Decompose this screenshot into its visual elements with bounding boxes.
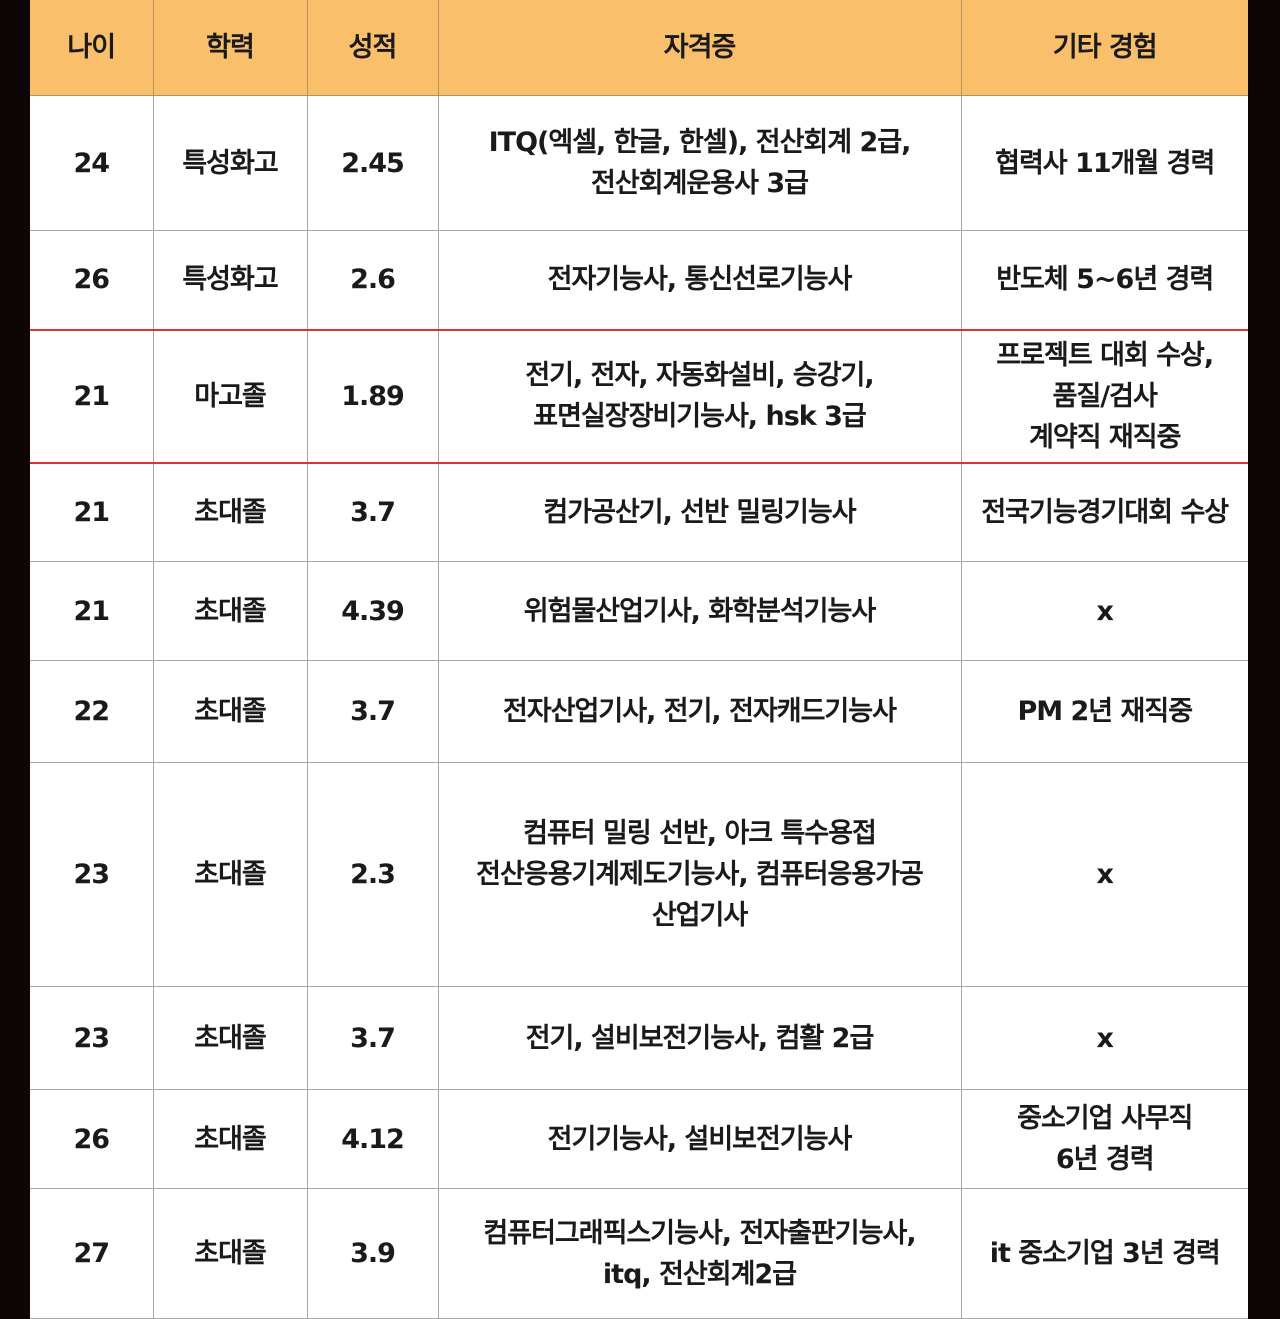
- cell-education: 초대졸: [152, 1188, 308, 1319]
- cell-experience: 반도체 5~6년 경력: [960, 230, 1248, 330]
- cell-certificates: 전자기능사, 통신선로기능사: [437, 230, 962, 330]
- cell-grade: 2.3: [306, 762, 439, 987]
- cell-certificates: 전기기능사, 설비보전기능사: [437, 1089, 962, 1189]
- table-row: 22 초대졸 3.7 전자산업기사, 전기, 전자캐드기능사 PM 2년 재직중: [30, 660, 1248, 763]
- cell-age: 23: [30, 986, 154, 1090]
- cell-grade: 3.9: [306, 1188, 439, 1319]
- cell-experience: 전국기능경기대회 수상: [960, 462, 1248, 562]
- cell-age: 26: [30, 1089, 154, 1189]
- cell-grade: 3.7: [306, 660, 439, 763]
- cell-education: 초대졸: [152, 762, 308, 987]
- cell-age: 24: [30, 95, 154, 231]
- table-row: 27 초대졸 3.9 컴퓨터그래픽스기능사, 전자출판기능사, itq, 전산회계2급…: [30, 1188, 1248, 1319]
- cell-certificates: 위험물산업기사, 화학분석기능사: [437, 561, 962, 661]
- cell-age: 22: [30, 660, 154, 763]
- cell-certificates: 전자산업기사, 전기, 전자캐드기능사: [437, 660, 962, 763]
- header-grade: 성적: [306, 0, 439, 96]
- cell-certificates: 컴가공산기, 선반 밀링기능사: [437, 462, 962, 562]
- cell-experience: it 중소기업 3년 경력: [960, 1188, 1248, 1319]
- table-container: 나이 학력 성적 자격증 기타 경험 24 특성화고 2.45 ITQ(엑셀, 한글,…: [30, 0, 1248, 1319]
- cell-experience: x: [960, 762, 1248, 987]
- table-row: 21 초대졸 4.39 위험물산업기사, 화학분석기능사 x: [30, 561, 1248, 661]
- table-row: 23 초대졸 2.3 컴퓨터 밀링 선반, 아크 특수용접 전산응용기계제도기능사, …: [30, 762, 1248, 987]
- table-row: 23 초대졸 3.7 전기, 설비보전기능사, 컴활 2급 x: [30, 986, 1248, 1090]
- cell-experience: x: [960, 986, 1248, 1090]
- candidate-table: 나이 학력 성적 자격증 기타 경험 24 특성화고 2.45 ITQ(엑셀, 한글,…: [30, 0, 1248, 1319]
- cell-experience: PM 2년 재직중: [960, 660, 1248, 763]
- header-certificates: 자격증: [437, 0, 962, 96]
- cell-age: 27: [30, 1188, 154, 1319]
- cell-certificates: 전기, 설비보전기능사, 컴활 2급: [437, 986, 962, 1090]
- cell-age: 21: [30, 561, 154, 661]
- cell-grade: 1.89: [306, 328, 439, 464]
- table-row: 21 초대졸 3.7 컴가공산기, 선반 밀링기능사 전국기능경기대회 수상: [30, 462, 1248, 562]
- cell-grade: 4.12: [306, 1089, 439, 1189]
- cell-grade: 3.7: [306, 986, 439, 1090]
- cell-education: 초대졸: [152, 986, 308, 1090]
- cell-certificates: 컴퓨터 밀링 선반, 아크 특수용접 전산응용기계제도기능사, 컴퓨터응용가공 …: [437, 762, 962, 987]
- cell-experience: 협력사 11개월 경력: [960, 95, 1248, 231]
- cell-certificates: 전기, 전자, 자동화설비, 승강기, 표면실장장비기능사, hsk 3급: [437, 328, 962, 464]
- header-experience: 기타 경험: [960, 0, 1248, 96]
- table-body: 24 특성화고 2.45 ITQ(엑셀, 한글, 한셀), 전산회계 2급, 전산회계…: [30, 95, 1248, 1319]
- table-row: 26 초대졸 4.12 전기기능사, 설비보전기능사 중소기업 사무직 6년 경력: [30, 1089, 1248, 1189]
- cell-grade: 2.45: [306, 95, 439, 231]
- cell-age: 26: [30, 230, 154, 330]
- cell-grade: 4.39: [306, 561, 439, 661]
- header-age: 나이: [30, 0, 154, 96]
- cell-education: 특성화고: [152, 230, 308, 330]
- cell-education: 초대졸: [152, 462, 308, 562]
- cell-certificates: 컴퓨터그래픽스기능사, 전자출판기능사, itq, 전산회계2급: [437, 1188, 962, 1319]
- cell-experience: 중소기업 사무직 6년 경력: [960, 1089, 1248, 1189]
- cell-education: 초대졸: [152, 1089, 308, 1189]
- cell-experience: 프로젝트 대회 수상, 품질/검사 계약직 재직중: [960, 328, 1248, 464]
- cell-education: 초대졸: [152, 561, 308, 661]
- cell-education: 특성화고: [152, 95, 308, 231]
- cell-grade: 2.6: [306, 230, 439, 330]
- header-row: 나이 학력 성적 자격증 기타 경험: [30, 0, 1248, 96]
- table-row: 24 특성화고 2.45 ITQ(엑셀, 한글, 한셀), 전산회계 2급, 전산회계…: [30, 95, 1248, 231]
- cell-certificates: ITQ(엑셀, 한글, 한셀), 전산회계 2급, 전산회계운용사 3급: [437, 95, 962, 231]
- cell-age: 23: [30, 762, 154, 987]
- cell-age: 21: [30, 462, 154, 562]
- table-row: 26 특성화고 2.6 전자기능사, 통신선로기능사 반도체 5~6년 경력: [30, 230, 1248, 330]
- table-row: 21 마고졸 1.89 전기, 전자, 자동화설비, 승강기, 표면실장장비기능사, …: [30, 328, 1248, 464]
- cell-experience: x: [960, 561, 1248, 661]
- cell-education: 마고졸: [152, 328, 308, 464]
- cell-education: 초대졸: [152, 660, 308, 763]
- cell-age: 21: [30, 328, 154, 464]
- cell-grade: 3.7: [306, 462, 439, 562]
- header-education: 학력: [152, 0, 308, 96]
